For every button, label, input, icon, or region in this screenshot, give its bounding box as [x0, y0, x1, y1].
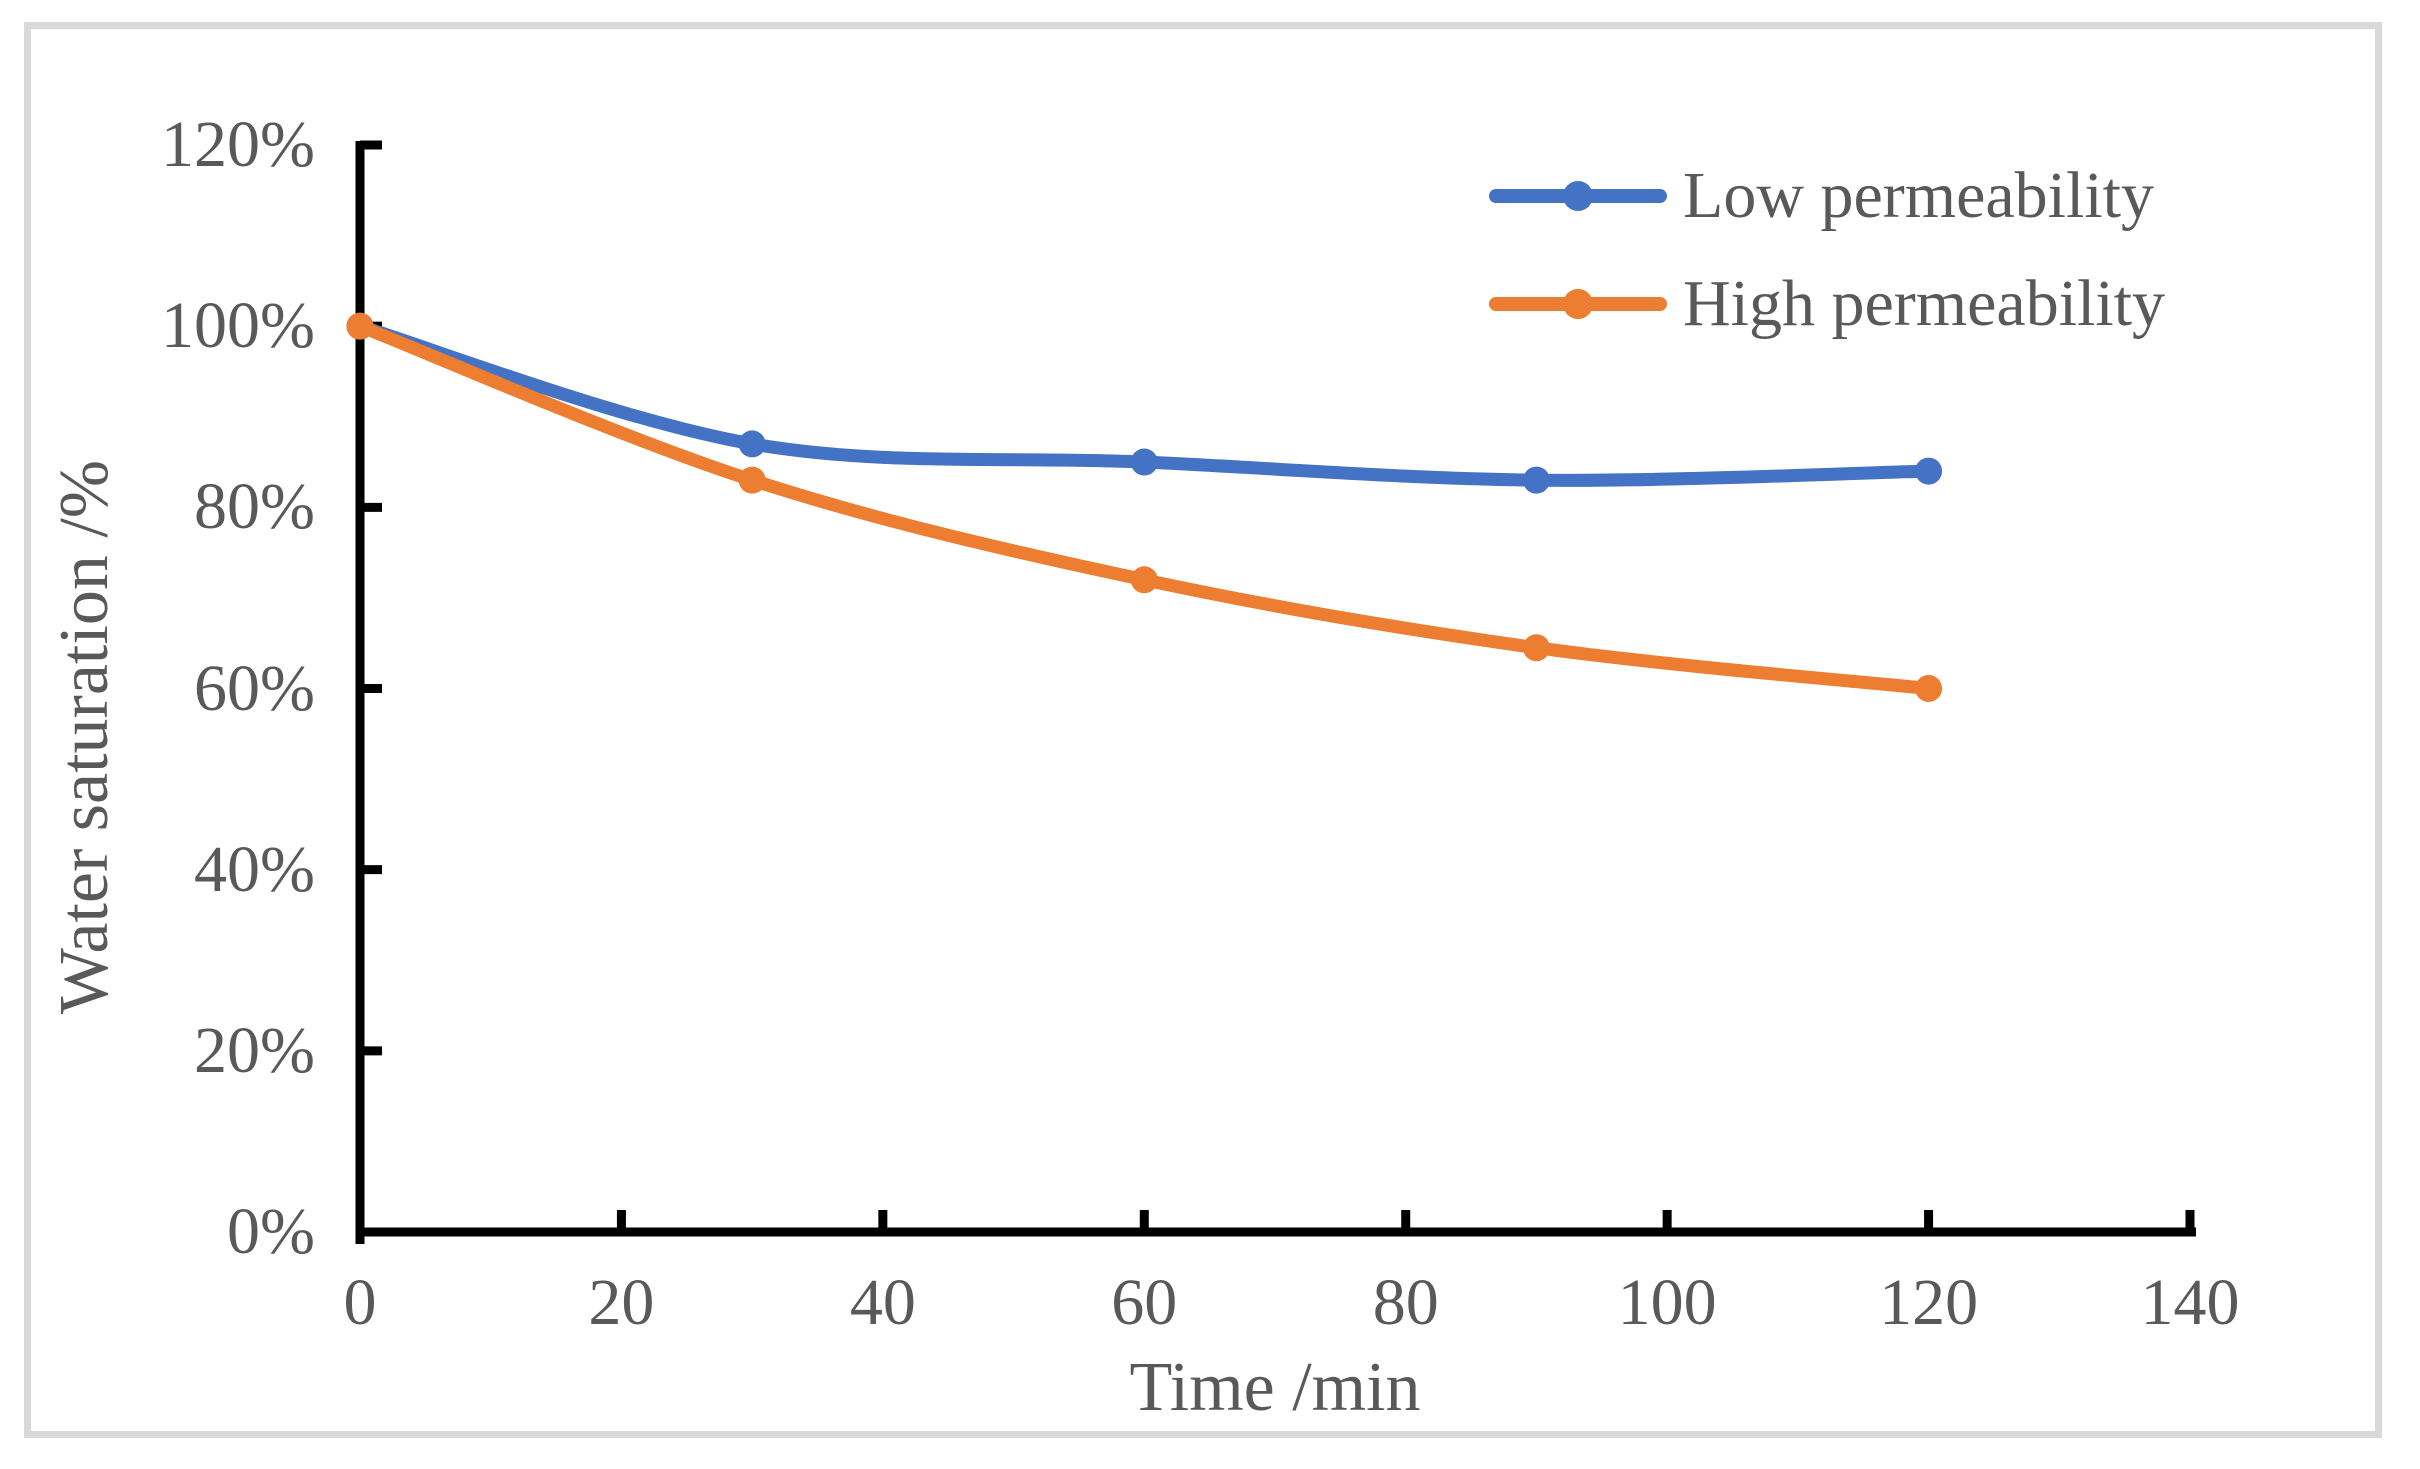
x-tick-label: 0	[343, 1266, 377, 1339]
legend-item-high-permeability: High permeability	[1489, 268, 2165, 340]
x-tick-label: 100	[1617, 1266, 1717, 1339]
data-point-high-permeability-30min	[738, 466, 766, 494]
legend-line-sample-icon	[1489, 181, 1667, 211]
x-tick-label: 80	[1372, 1266, 1439, 1339]
data-point-high-permeability-60min	[1130, 566, 1158, 594]
x-tick-label: 60	[1111, 1266, 1178, 1339]
data-point-high-permeability-0min	[346, 312, 374, 340]
data-point-low-permeability-60min	[1130, 448, 1158, 476]
legend-marker-dot-icon	[1563, 289, 1593, 319]
y-tick-label: 100%	[161, 289, 315, 363]
y-tick-label: 60%	[194, 651, 315, 725]
data-point-low-permeability-120min	[1915, 457, 1943, 485]
y-tick-label: 20%	[194, 1013, 315, 1087]
x-tick-label: 40	[849, 1266, 916, 1339]
x-axis-title: Time /min	[1129, 1349, 1421, 1426]
x-tick-label: 20	[588, 1266, 655, 1339]
x-tick-label: 140	[2140, 1266, 2240, 1339]
legend-item-low-permeability: Low permeability	[1489, 160, 2154, 232]
data-point-low-permeability-90min	[1522, 466, 1550, 494]
data-point-high-permeability-120min	[1915, 675, 1943, 702]
y-tick-label: 40%	[194, 832, 315, 906]
data-point-low-permeability-30min	[738, 430, 766, 458]
legend-marker-dot-icon	[1563, 181, 1593, 211]
legend-label: Low permeability	[1683, 159, 2155, 232]
legend-label: High permeability	[1683, 267, 2166, 340]
y-axis-title: Water saturation /%	[46, 459, 123, 1015]
x-tick-label: 120	[1879, 1266, 1979, 1339]
y-tick-label: 120%	[161, 108, 315, 181]
series-line-high-permeability	[353, 319, 1936, 695]
y-tick-label: 0%	[227, 1195, 315, 1268]
y-tick-label: 80%	[194, 470, 315, 544]
data-point-high-permeability-90min	[1522, 634, 1550, 662]
legend-line-sample-icon	[1489, 289, 1667, 319]
